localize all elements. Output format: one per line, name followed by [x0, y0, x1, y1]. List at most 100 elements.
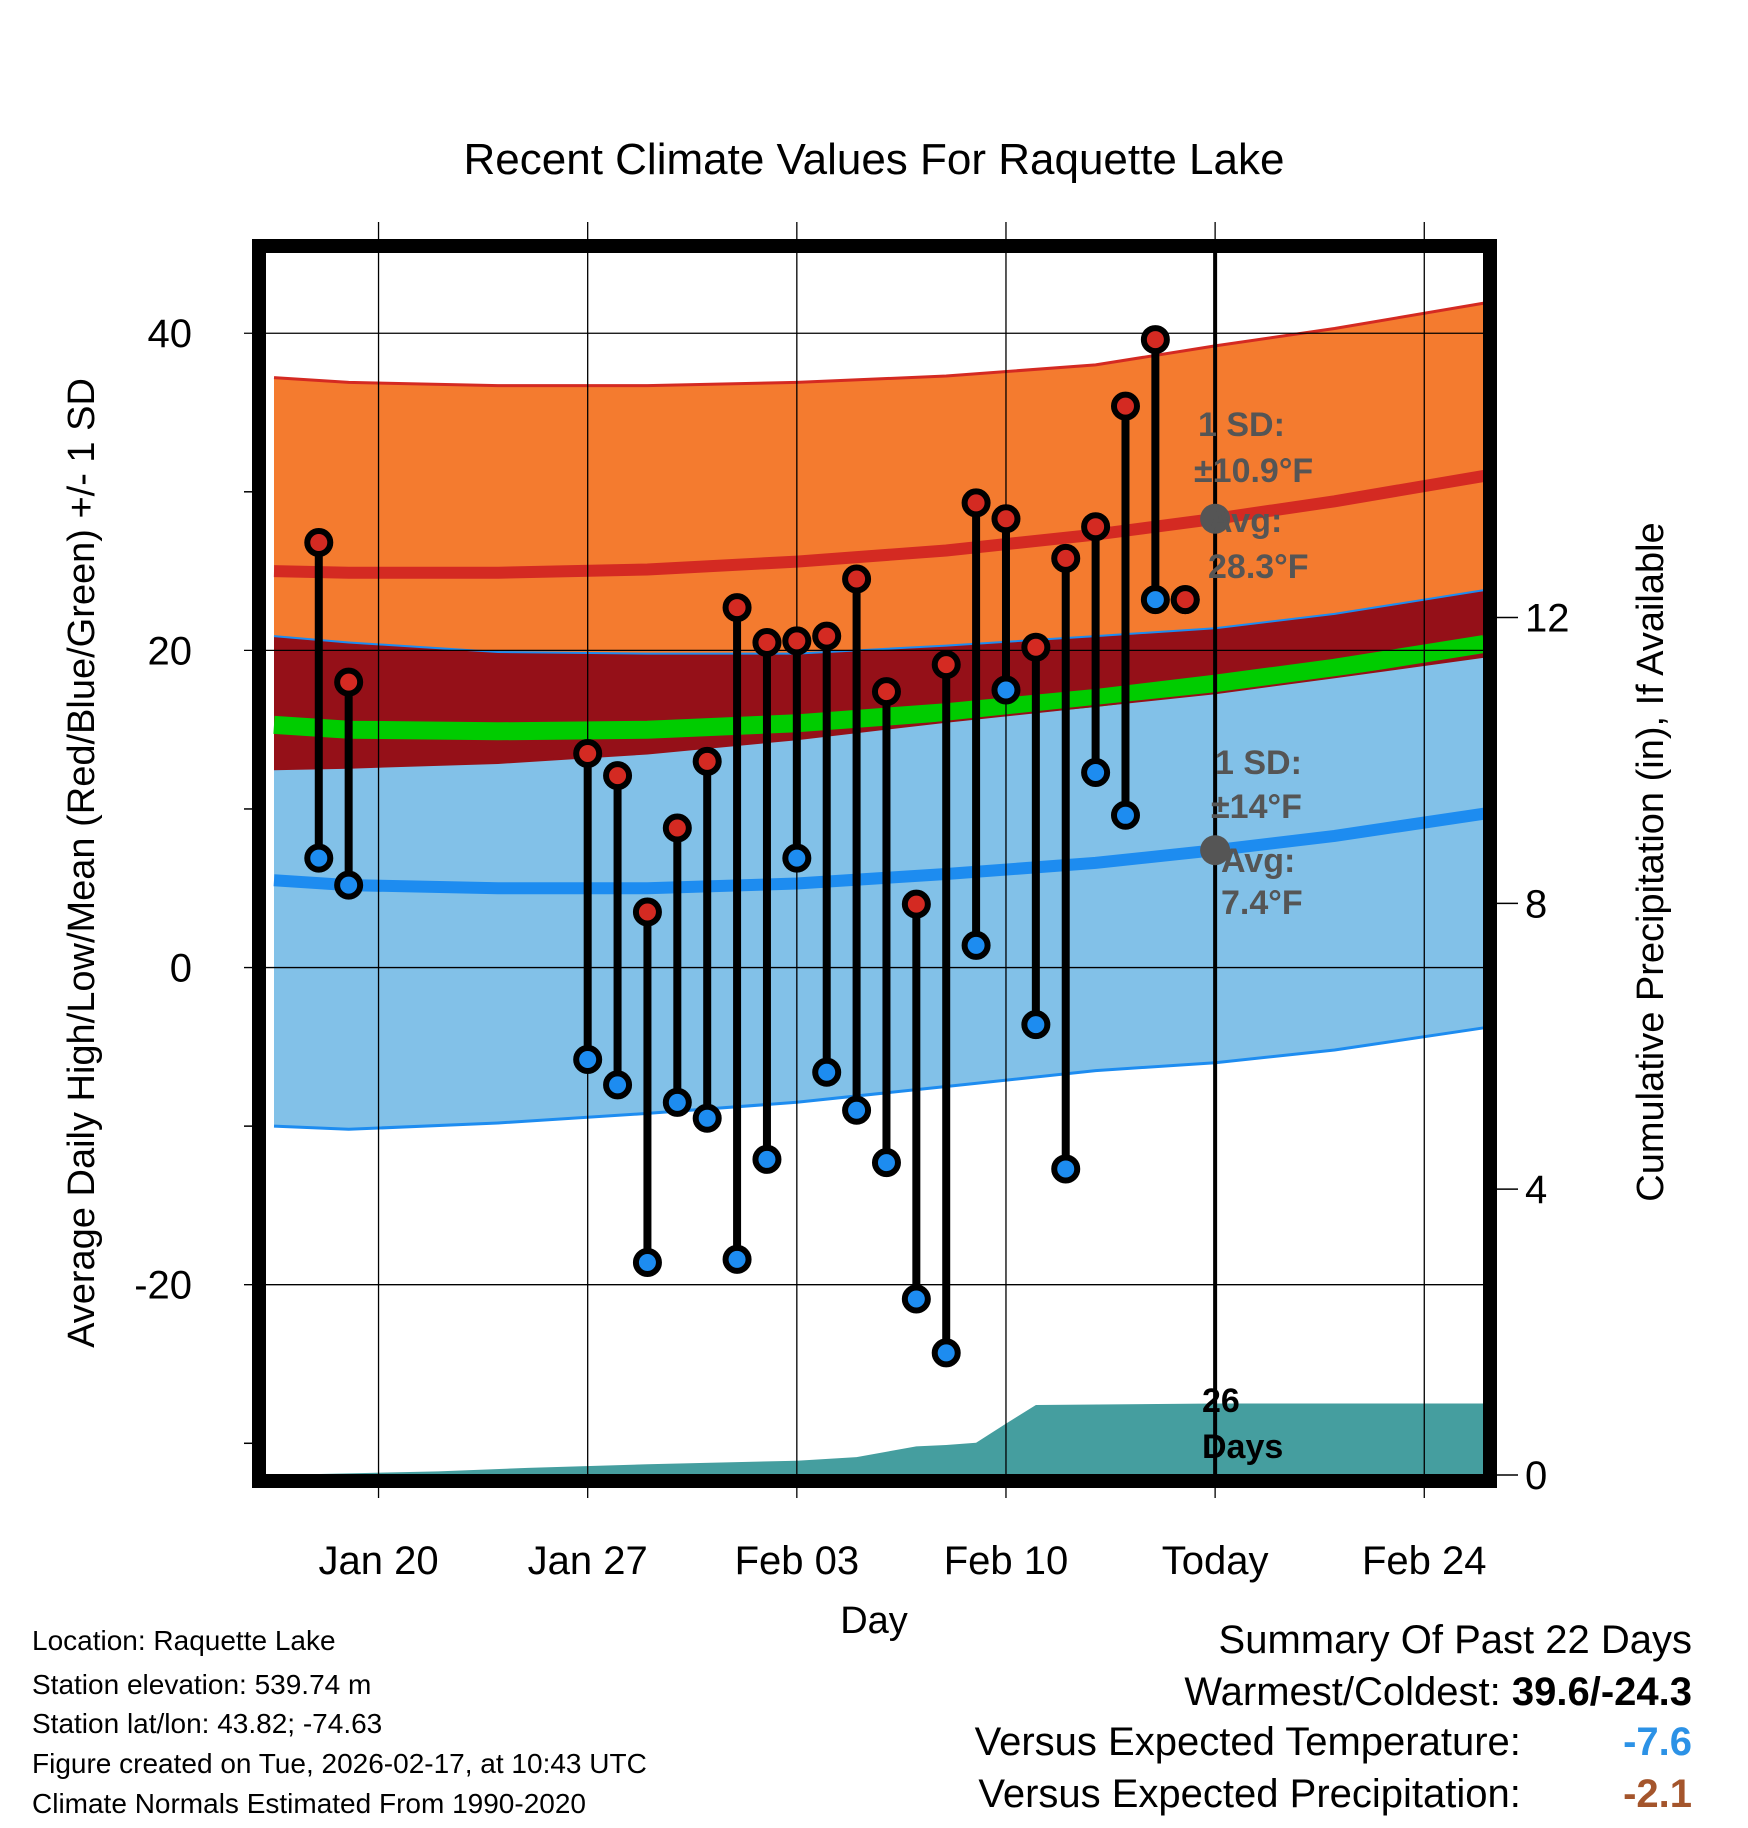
x-axis-title: Day	[840, 1600, 908, 1642]
observed-high-point	[304, 528, 334, 558]
days-label: Days	[1202, 1428, 1283, 1466]
observed-low-point	[931, 1338, 961, 1368]
observed-low-point	[812, 1057, 842, 1087]
info-created: Figure created on Tue, 2026-02-17, at 10…	[32, 1748, 647, 1779]
x-tick-label: Feb 10	[944, 1539, 1069, 1583]
high-normal-line	[273, 469, 1486, 579]
summary-precip: Versus Expected Precipitation: -2.1	[978, 1772, 1692, 1817]
summary-warm-cold-value: 39.6/-24.3	[1511, 1670, 1692, 1714]
days-count: 26	[1202, 1382, 1240, 1420]
low-sd-label: 1 SD:	[1215, 744, 1302, 782]
observed-high-point	[722, 593, 752, 623]
y-axis-title: Average Daily High/Low/Mean (Red/Blue/Gr…	[61, 378, 103, 1348]
observed-low-point	[752, 1144, 782, 1174]
observed-high-point	[871, 677, 901, 707]
low-lower-sd-line	[273, 1026, 1485, 1131]
observed-high-point	[334, 667, 364, 697]
x-tick-label: Jan 27	[528, 1539, 648, 1583]
high-avg-label: Avg:	[1208, 502, 1282, 540]
x-tick-label: Jan 20	[318, 1539, 438, 1583]
y2-axis-title: Cumulative Precipitation (in), If Availa…	[1630, 522, 1672, 1201]
low-normal-line	[273, 807, 1485, 895]
observed-high-point	[632, 897, 662, 927]
observed-high-point	[812, 621, 842, 651]
y2-tick-label: 4	[1525, 1168, 1547, 1212]
summary-warm-cold: Warmest/Coldest: 39.6/-24.3	[1184, 1670, 1692, 1715]
observed-high-point	[842, 564, 872, 594]
y2-tick-label: 0	[1525, 1454, 1547, 1498]
summary-precip-label: Versus Expected Precipitation:	[978, 1772, 1521, 1816]
observed-high-point	[1081, 512, 1111, 542]
x-tick-label: Feb 03	[735, 1539, 860, 1583]
y-tick-label: 0	[170, 947, 192, 991]
observed-high-point	[1051, 543, 1081, 573]
observed-high-point	[961, 488, 991, 518]
observed-low-point	[722, 1244, 752, 1274]
low-normal-annotation: 1 SD: ±14°F Avg: 7.4°F	[1211, 744, 1303, 922]
observed-low-point	[1140, 585, 1170, 615]
observed-high-point	[662, 813, 692, 843]
low-sd-band	[274, 656, 1484, 1130]
today-low-normal-marker	[1200, 835, 1231, 866]
chart-title: Recent Climate Values For Raquette Lake	[464, 135, 1285, 184]
normals-bands	[273, 301, 1486, 1475]
observed-low-point	[334, 870, 364, 900]
summary-temp-value: -7.6	[1623, 1720, 1692, 1764]
observed-high-point	[991, 504, 1021, 534]
high-normal-annotation: 1 SD: ±10.9°F Avg: 28.3°F	[1194, 406, 1313, 586]
observed-high-point	[692, 746, 722, 776]
observed-low-point	[961, 930, 991, 960]
observed-low-point	[1110, 800, 1140, 830]
observed-high-point	[1170, 585, 1200, 615]
observed-high-point	[603, 761, 633, 791]
high-sd-value: ±10.9°F	[1194, 452, 1313, 490]
summary-precip-value: -2.1	[1623, 1772, 1692, 1816]
info-normals: Climate Normals Estimated From 1990-2020	[32, 1788, 586, 1819]
info-latlon: Station lat/lon: 43.82; -74.63	[32, 1708, 383, 1739]
observed-high-point	[1110, 391, 1140, 421]
observed-low-point	[842, 1095, 872, 1125]
observed-low-point	[1021, 1010, 1051, 1040]
observed-low-point	[871, 1148, 901, 1178]
info-location: Location: Raquette Lake	[32, 1625, 336, 1656]
observed-low-point	[662, 1087, 692, 1117]
y-tick-label: -20	[134, 1264, 192, 1308]
low-avg-label: Avg:	[1221, 842, 1295, 880]
observed-low-point	[1081, 757, 1111, 787]
observed-low-point	[573, 1045, 603, 1075]
summary-temp: Versus Expected Temperature: -7.6	[975, 1720, 1692, 1765]
observed-low-point	[304, 843, 334, 873]
observed-low-point	[603, 1070, 633, 1100]
summary-heading: Summary Of Past 22 Days	[1218, 1618, 1692, 1662]
y2-tick-label: 8	[1525, 882, 1547, 926]
observed-temperatures	[304, 325, 1200, 1368]
plot-frame	[252, 239, 1497, 1488]
observed-high-point	[1140, 325, 1170, 355]
low-sd-value: ±14°F	[1211, 788, 1302, 826]
observed-high-point	[901, 889, 931, 919]
observed-high-point	[782, 626, 812, 656]
axis-ticks: Jan 20 Jan 27 Feb 03 Feb 10 Today Feb 24 -20 0 2…	[134, 312, 1569, 1583]
mean-normal-line	[273, 635, 1486, 741]
summary-warm-cold-label: Warmest/Coldest:	[1184, 1670, 1501, 1714]
y-tick-label: 20	[148, 629, 193, 673]
low-avg-value: 7.4°F	[1221, 884, 1303, 922]
observed-high-point	[1021, 632, 1051, 662]
observed-high-point	[573, 738, 603, 768]
y2-tick-label: 12	[1525, 597, 1570, 641]
high-lower-sd-line	[273, 589, 1485, 655]
observed-low-point	[901, 1284, 931, 1314]
observed-high-point	[931, 650, 961, 680]
info-elevation: Station elevation: 539.74 m	[32, 1669, 372, 1700]
summary-temp-label: Versus Expected Temperature:	[974, 1720, 1521, 1764]
precip-normal-area	[274, 1403, 1484, 1475]
high-sd-label: 1 SD:	[1198, 406, 1285, 444]
low-upper-sd-line	[273, 655, 1485, 771]
observed-low-point	[991, 675, 1021, 705]
observed-low-point	[632, 1248, 662, 1278]
x-tick-label: Today	[1162, 1539, 1269, 1583]
y-tick-label: 40	[148, 312, 193, 356]
today-high-normal-marker	[1200, 503, 1231, 534]
x-tick-label: Feb 24	[1362, 1539, 1487, 1583]
